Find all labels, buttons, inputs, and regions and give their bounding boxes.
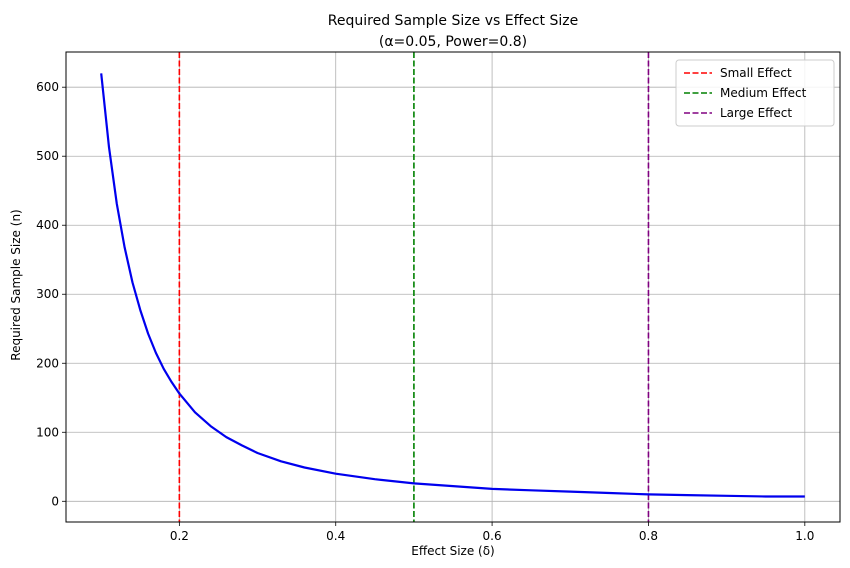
x-tick-label: 0.6 [483, 529, 502, 543]
legend-label: Large Effect [720, 106, 792, 120]
legend: Small Effect Medium Effect Large Effect [675, 59, 835, 127]
y-axis-label: Required Sample Size (n) [9, 209, 23, 360]
legend-label: Small Effect [720, 66, 792, 80]
y-tick-label: 500 [36, 149, 59, 163]
axis-ticks: 0.2 0.4 0.6 0.8 1.0 0 100 200 300 400 500 600 [36, 80, 814, 543]
y-tick-label: 100 [36, 425, 59, 439]
plot-area [65, 51, 841, 523]
x-axis-label: Effect Size (δ) [411, 544, 495, 558]
x-tick-label: 0.8 [639, 529, 658, 543]
chart-subtitle: (α=0.05, Power=0.8) [379, 34, 527, 50]
chart-title: Required Sample Size vs Effect Size [328, 13, 578, 29]
y-tick-label: 400 [36, 218, 59, 232]
y-tick-label: 300 [36, 287, 59, 301]
x-tick-label: 0.2 [170, 529, 189, 543]
reference-lines [178, 52, 650, 522]
legend-box [675, 59, 835, 127]
legend-label: Medium Effect [720, 86, 807, 100]
grid [66, 52, 840, 522]
y-tick-label: 0 [51, 494, 59, 508]
sample-size-curve [100, 73, 805, 498]
x-tick-label: 0.4 [326, 529, 345, 543]
series [100, 73, 805, 498]
y-tick-label: 600 [36, 80, 59, 94]
x-tick-label: 1.0 [795, 529, 814, 543]
y-tick-label: 200 [36, 356, 59, 370]
